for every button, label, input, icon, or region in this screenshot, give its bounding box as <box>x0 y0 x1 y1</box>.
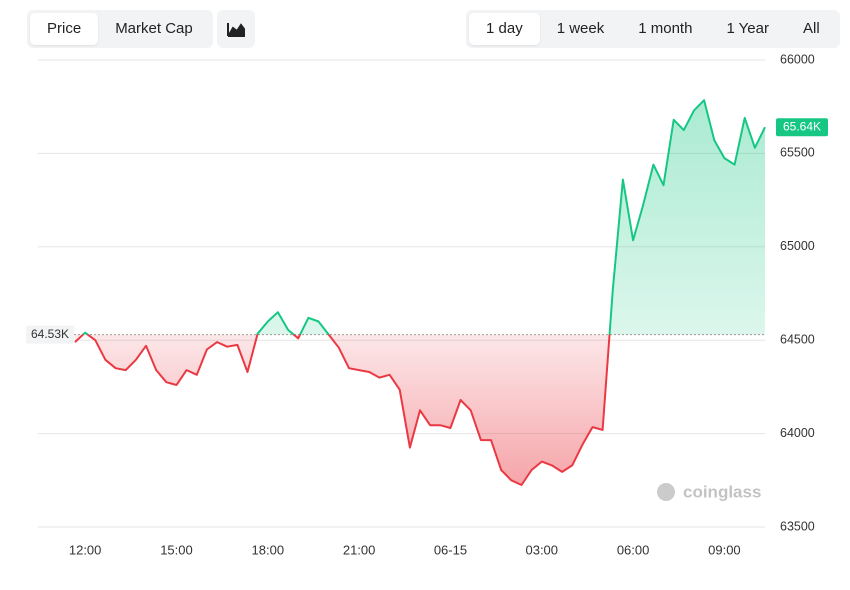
y-tick-label: 65500 <box>780 146 815 160</box>
chart-type-button[interactable] <box>217 10 255 48</box>
tab-1-day[interactable]: 1 day <box>469 13 540 45</box>
tab-all[interactable]: All <box>802 20 820 37</box>
x-tick-label: 12:00 <box>69 542 102 557</box>
y-tick-label: 64500 <box>780 332 815 346</box>
tab-1-week[interactable]: 1 week <box>556 20 605 37</box>
watermark: coinglass <box>657 482 761 501</box>
x-tick-label: 15:00 <box>160 542 193 557</box>
last-price-label: 65.64K <box>783 119 821 133</box>
watermark-logo <box>657 483 675 501</box>
watermark-text: coinglass <box>683 482 761 501</box>
y-tick-label: 64000 <box>780 426 815 440</box>
tab-1-year[interactable]: 1 Year <box>726 20 769 37</box>
y-tick-label: 65000 <box>780 239 815 253</box>
area <box>75 100 765 485</box>
x-tick-label: 03:00 <box>525 542 558 557</box>
x-tick-label: 21:00 <box>343 542 376 557</box>
y-tick-label: 63500 <box>780 519 815 533</box>
tab-price[interactable]: Price <box>30 13 99 45</box>
metric-tabs: Price Market Cap <box>27 10 213 48</box>
baseline-label-box <box>26 325 74 344</box>
baseline-label: 64.53K <box>31 327 69 341</box>
x-tick-label: 06:00 <box>617 542 650 557</box>
area-icon <box>227 23 245 37</box>
range-tabs: 1 day 1 week 1 month 1 Year All <box>466 10 840 48</box>
icon-shape <box>227 23 245 37</box>
x-tick-label: 09:00 <box>708 542 741 557</box>
y-tick-label: 66000 <box>780 52 815 66</box>
x-tick-label: 06-15 <box>434 542 467 557</box>
x-tick-label: 18:00 <box>252 542 285 557</box>
tab-market-cap[interactable]: Market Cap <box>115 20 193 37</box>
last-price-box <box>776 118 828 137</box>
price-line <box>74 99 766 486</box>
tab-1-month[interactable]: 1 month <box>638 20 693 37</box>
